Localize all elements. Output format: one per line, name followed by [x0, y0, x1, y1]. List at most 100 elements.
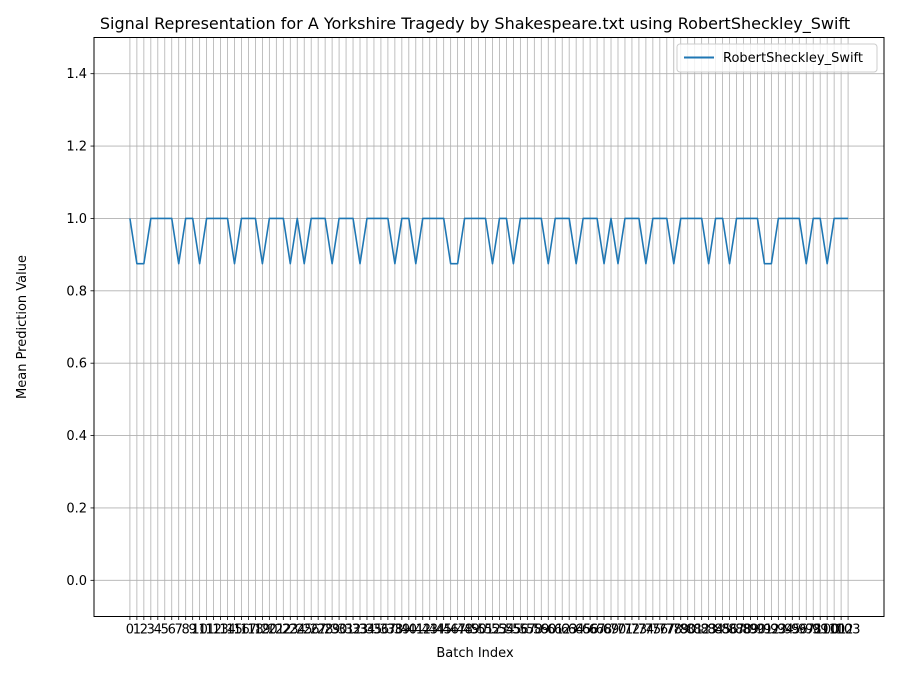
x-tick-label: 68: [596, 623, 613, 638]
y-tick-label: 0.4: [66, 429, 87, 444]
x-tick-label: 38: [387, 623, 404, 638]
x-tick-label: 36: [373, 623, 390, 638]
legend-box: [676, 43, 878, 73]
x-tick-label: 18: [247, 623, 264, 638]
x-tick-label: 34: [359, 623, 376, 638]
x-tick-label: 52: [484, 623, 501, 638]
x-tick-label: 27: [310, 623, 327, 638]
x-tick-label: 88: [735, 623, 752, 638]
y-axis-label: Mean Prediction Value: [15, 255, 30, 399]
x-tick-label: 85: [714, 623, 731, 638]
x-tick-label: 14: [219, 623, 236, 638]
x-tick-label: 95: [784, 623, 801, 638]
x-tick-label: 32: [345, 623, 362, 638]
x-tick-label: 9: [189, 623, 197, 638]
x-tick-label: 55: [505, 623, 522, 638]
x-tick-label: 59: [533, 623, 550, 638]
x-tick-label: 5: [161, 623, 169, 638]
x-tick-label: 21: [268, 623, 285, 638]
x-tick-label: 97: [798, 623, 815, 638]
x-tick-label: 63: [561, 623, 578, 638]
x-tick-label: 61: [547, 623, 564, 638]
x-tick-label: 17: [240, 623, 257, 638]
axes-frame: [93, 37, 885, 617]
x-tick-label: 15: [226, 623, 243, 638]
x-tick-label: 90: [749, 623, 766, 638]
x-tick-label: 98: [805, 623, 822, 638]
x-tick-label: 41: [408, 623, 425, 638]
x-tick-label: 2: [140, 623, 148, 638]
x-tick-label: 79: [672, 623, 689, 638]
x-tick-label: 35: [366, 623, 383, 638]
x-tick-label: 22: [275, 623, 292, 638]
x-tick-label: 47: [449, 623, 466, 638]
x-tick-label: 49: [463, 623, 480, 638]
x-tick-label: 42: [414, 623, 431, 638]
x-tick-label: 99: [812, 623, 829, 638]
x-tick-label: 78: [666, 623, 683, 638]
x-axis-label: Batch Index: [436, 646, 514, 661]
x-tick-label: 12: [205, 623, 222, 638]
x-tick-label: 25: [296, 623, 313, 638]
x-tick-label: 92: [763, 623, 780, 638]
x-tick-label: 80: [679, 623, 696, 638]
x-tick-label: 66: [582, 623, 599, 638]
x-ticks: 0123456789101112131415161718192021222324…: [126, 616, 861, 638]
x-tick-label: 1: [133, 623, 141, 638]
x-tick-label: 72: [624, 623, 641, 638]
x-tick-label: 77: [659, 623, 676, 638]
x-tick-label: 0: [126, 623, 134, 638]
series-layer: [129, 217, 849, 265]
x-tick-label: 103: [836, 623, 861, 638]
x-tick-label: 33: [352, 623, 369, 638]
y-tick-label: 0.6: [66, 357, 87, 372]
x-tick-label: 69: [603, 623, 620, 638]
x-tick-label: 83: [700, 623, 717, 638]
x-tick-label: 91: [756, 623, 773, 638]
x-tick-label: 74: [638, 623, 655, 638]
x-tick-label: 45: [435, 623, 452, 638]
series-line: [129, 217, 849, 265]
x-tick-label: 24: [289, 623, 306, 638]
x-tick-label: 43: [421, 623, 438, 638]
x-tick-label: 75: [645, 623, 662, 638]
x-tick-label: 39: [394, 623, 411, 638]
x-tick-label: 84: [707, 623, 724, 638]
x-tick-label: 62: [554, 623, 571, 638]
x-tick-label: 89: [742, 623, 759, 638]
x-tick-label: 7: [175, 623, 183, 638]
x-tick-label: 3: [147, 623, 155, 638]
y-tick-label: 1.4: [66, 67, 87, 82]
x-tick-label: 58: [526, 623, 543, 638]
x-tick-label: 8: [182, 623, 190, 638]
x-tick-label: 13: [212, 623, 229, 638]
x-tick-label: 65: [575, 623, 592, 638]
y-tick-label: 0.8: [66, 284, 87, 299]
x-tick-label: 56: [512, 623, 529, 638]
y-tick-label: 0.0: [66, 574, 87, 589]
x-tick-label: 53: [491, 623, 508, 638]
x-tick-label: 93: [770, 623, 787, 638]
x-tick-label: 76: [652, 623, 669, 638]
x-tick-label: 70: [610, 623, 627, 638]
x-tick-label: 60: [540, 623, 557, 638]
y-tick-label: 1.2: [66, 140, 87, 155]
x-tick-label: 11: [198, 623, 215, 638]
x-tick-label: 29: [324, 623, 341, 638]
x-tick-label: 82: [693, 623, 710, 638]
x-tick-label: 44: [428, 623, 445, 638]
x-tick-label: 23: [282, 623, 299, 638]
x-tick-label: 57: [519, 623, 536, 638]
y-tick-label: 1.0: [66, 212, 87, 227]
x-tick-label: 54: [498, 623, 515, 638]
x-tick-label: 96: [791, 623, 808, 638]
chart-title: Signal Representation for A Yorkshire Tr…: [100, 14, 850, 34]
y-tick-label: 0.2: [66, 501, 87, 516]
x-tick-label: 28: [317, 623, 334, 638]
x-tick-label: 100: [815, 623, 840, 638]
y-ticks: 0.0 0.2 0.4 0.6 0.8 1.0 1.2 1.4: [66, 67, 94, 589]
x-tick-label: 94: [777, 623, 794, 638]
x-tick-label: 67: [589, 623, 606, 638]
